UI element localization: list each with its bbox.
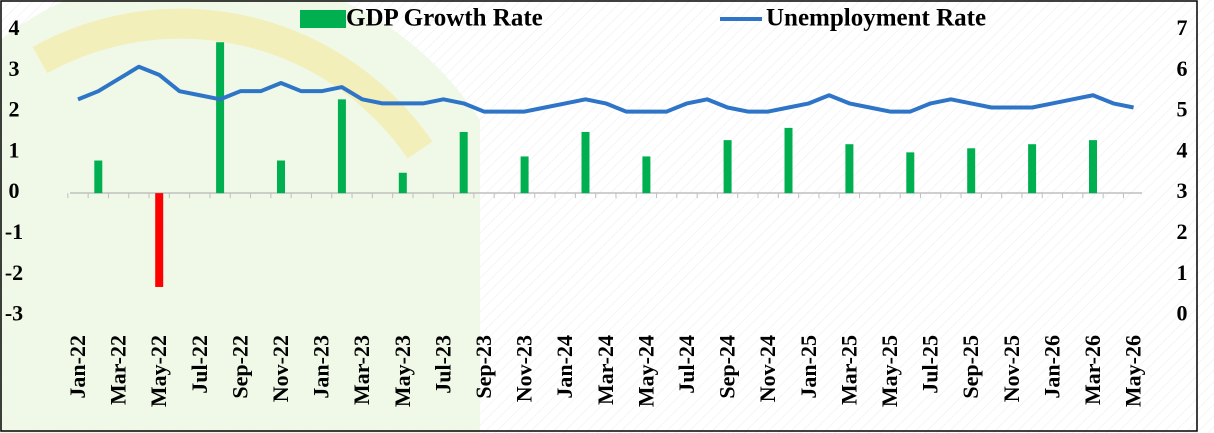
y-tick-label: 2 — [9, 97, 20, 122]
x-tick-label: Jan-23 — [309, 335, 334, 399]
x-tick-label: Jan-22 — [65, 335, 90, 399]
watermark — [0, 0, 480, 433]
bar — [155, 193, 164, 287]
bar — [459, 131, 468, 194]
y2-tick-label: 6 — [1177, 56, 1188, 81]
y-tick-label: 0 — [9, 178, 20, 203]
x-tick-label: Nov-23 — [512, 335, 537, 402]
legend-label: GDP Growth Rate — [346, 5, 543, 32]
x-tick-label: Jul-25 — [918, 335, 943, 394]
legend-swatch — [300, 10, 346, 28]
y2-tick-label: 3 — [1177, 178, 1188, 203]
y2-tick-label: 0 — [1177, 301, 1188, 326]
y-tick-label: 3 — [9, 56, 20, 81]
bar — [1028, 144, 1037, 194]
x-tick-label: May-22 — [146, 335, 171, 407]
x-tick-label: Jan-25 — [796, 335, 821, 399]
x-tick-label: Mar-25 — [836, 335, 861, 405]
x-tick-label: Nov-22 — [268, 335, 293, 402]
x-tick-label: Jul-24 — [674, 335, 699, 394]
y-tick-label: 4 — [9, 15, 20, 40]
bar — [216, 42, 225, 194]
x-tick-label: Nov-24 — [755, 335, 780, 402]
y-tick-label: 1 — [9, 137, 20, 162]
bar — [581, 131, 590, 194]
y2-tick-label: 7 — [1177, 15, 1188, 40]
x-tick-label: Mar-22 — [106, 335, 131, 405]
x-tick-label: May-25 — [877, 335, 902, 407]
x-tick-label: Sep-23 — [471, 335, 496, 399]
bar — [277, 160, 285, 194]
x-tick-label: Sep-24 — [715, 335, 740, 399]
bar — [520, 156, 529, 194]
bar — [784, 127, 793, 194]
x-tick-label: Jul-23 — [430, 335, 455, 394]
x-tick-label: May-26 — [1121, 335, 1146, 407]
y2-tick-label: 5 — [1177, 97, 1188, 122]
bar — [94, 160, 103, 194]
x-tick-label: May-24 — [633, 335, 658, 407]
bar — [1089, 140, 1097, 194]
bar — [967, 148, 976, 194]
legend-label: Unemployment Rate — [766, 5, 986, 32]
bar — [845, 144, 854, 194]
bar — [398, 172, 407, 194]
bar — [906, 152, 915, 194]
x-tick-label: Nov-25 — [999, 335, 1024, 402]
x-tick-label: May-23 — [390, 335, 415, 407]
x-tick-label: Sep-25 — [958, 335, 983, 399]
x-tick-label: Mar-23 — [349, 335, 374, 405]
y-tick-label: -1 — [5, 219, 23, 244]
bar — [642, 156, 651, 194]
line — [77, 64, 1134, 114]
x-tick-label: Mar-24 — [593, 335, 618, 405]
y2-tick-label: 2 — [1177, 219, 1188, 244]
x-tick-label: Jan-24 — [552, 335, 577, 399]
x-tick-label: Jan-26 — [1039, 335, 1064, 399]
x-tick-label: Jul-22 — [187, 335, 212, 394]
y-tick-label: -3 — [5, 301, 23, 326]
x-tick-label: Sep-22 — [227, 335, 252, 399]
y-tick-label: -2 — [5, 260, 23, 285]
y2-tick-label: 1 — [1177, 260, 1188, 285]
bar — [337, 99, 346, 194]
bar — [723, 140, 732, 194]
y2-tick-label: 4 — [1177, 137, 1188, 162]
x-tick-label: Mar-26 — [1080, 335, 1105, 405]
